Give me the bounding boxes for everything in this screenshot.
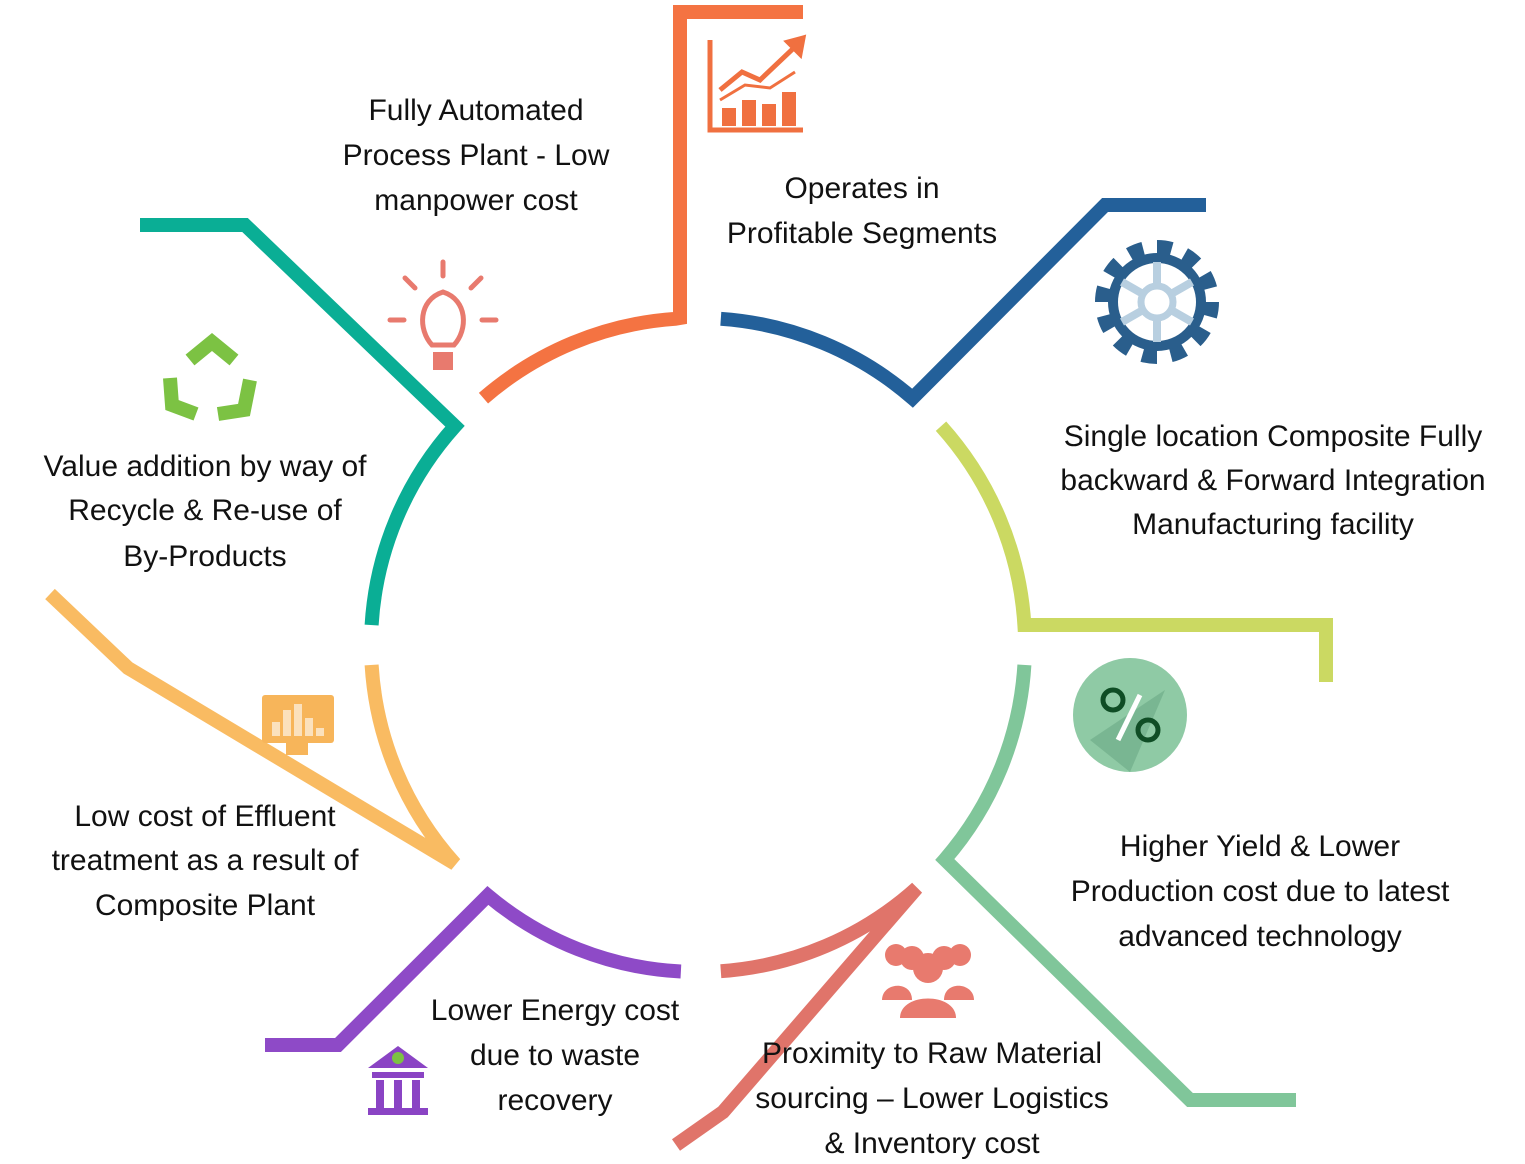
bulb-icon (387, 259, 499, 370)
ring-segment (935, 421, 1333, 682)
people-icon (882, 944, 974, 1018)
node-label: Lower Energy cost due to waste recovery (431, 994, 680, 1117)
recycle-icon (163, 332, 257, 421)
ring-segment (478, 5, 803, 404)
ring-segment (45, 588, 461, 870)
ring-segment (935, 664, 1296, 1107)
chart-icon (707, 34, 807, 133)
monitor-icon (262, 695, 334, 755)
node-label: Value addition by way of Recycle & Re-use… (44, 450, 368, 573)
bank-icon (368, 1046, 428, 1115)
node-label: Single location Composite Fully backward … (1060, 420, 1485, 541)
node-label: Fully Automated Process Plant - Low manpow… (343, 94, 610, 217)
node-label: Low cost of Effluent treatment as a resul… (52, 800, 359, 922)
ring-segment (140, 218, 465, 626)
ring-segment (265, 886, 682, 1052)
gear-icon (1095, 240, 1219, 364)
node-label: Higher Yield & Lower Production cost due … (1071, 830, 1450, 953)
node-label: Operates in Profitable Segments (727, 172, 997, 250)
percent-icon (1073, 658, 1187, 772)
ring-segment (720, 198, 1206, 408)
ring-segment (671, 882, 923, 1151)
ring (45, 5, 1333, 1151)
node-label: Proximity to Raw Material sourcing – Lowe… (755, 1037, 1109, 1160)
